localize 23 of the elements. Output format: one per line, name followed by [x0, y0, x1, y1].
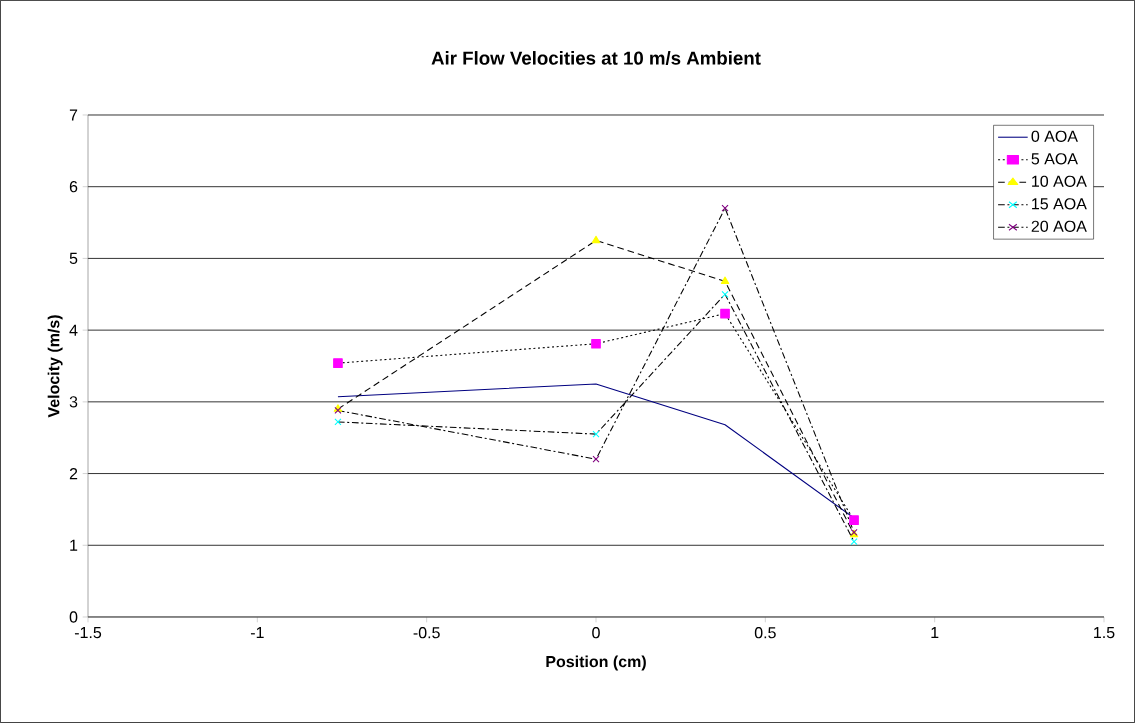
legend-label: 15 AOA [1032, 198, 1087, 210]
chart-title: Air Flow Velocities at 10 m/s Ambient [431, 51, 761, 65]
y-tick-label: 4 [69, 324, 78, 336]
y-tick-label: 7 [69, 109, 78, 121]
x-tick-label: 1 [931, 627, 939, 639]
y-tick-label: 6 [69, 181, 78, 193]
x-tick-label: 0.5 [754, 627, 776, 639]
y-tick-label: 5 [69, 252, 78, 264]
y-tick-label: 2 [69, 467, 78, 480]
legend-label: 10 AOA [1032, 175, 1087, 187]
x-axis-title: Position (cm) [546, 655, 646, 671]
x-tick-label: -1.5 [74, 627, 102, 639]
y-tick-label: 3 [69, 396, 78, 408]
x-tick-label: 0 [592, 627, 600, 639]
x-tick-label: 1.5 [1094, 627, 1115, 639]
y-tick-label: 1 [70, 539, 78, 551]
legend-label: 5 AOA [1031, 153, 1078, 165]
legend-label: 0 AOA [1031, 130, 1078, 142]
x-tick-label: -1 [250, 627, 264, 639]
y-axis-title: Velocity (m/s) [47, 315, 63, 418]
y-tick-label: 0 [69, 611, 78, 623]
x-tick-label: -0.5 [413, 627, 440, 639]
legend-label: 20 AOA [1031, 220, 1087, 232]
